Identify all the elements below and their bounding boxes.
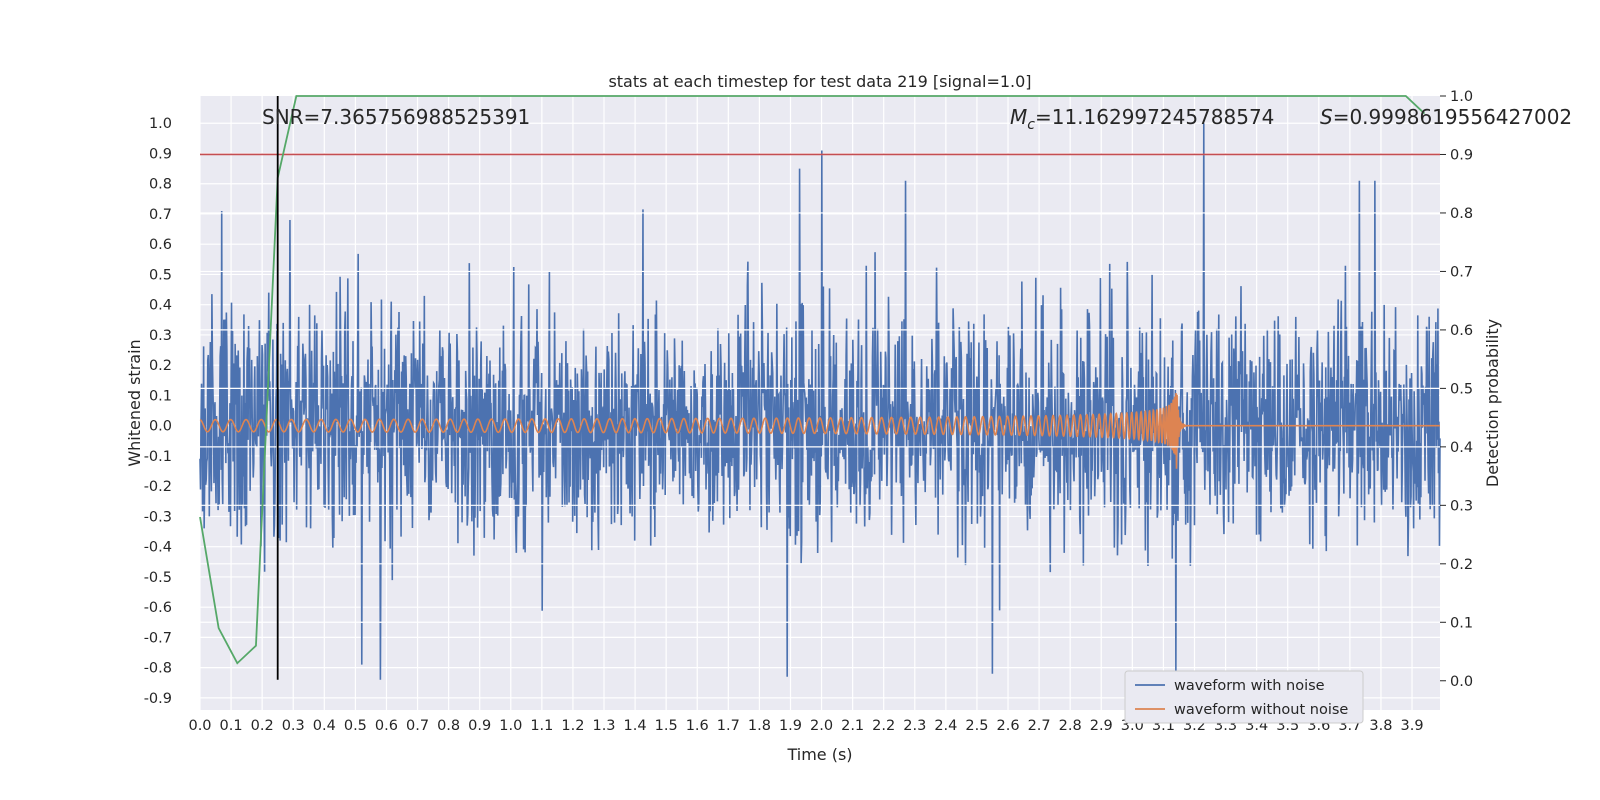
y-tick-labels: 1.0 0.9 0.8 0.7 0.6 0.5 0.4 0.3 0.2 0.1 0.0 -0.1 -0.… (144, 116, 172, 707)
x-tick-label: 0.4 (313, 718, 336, 734)
y-tick-label: -0.7 (144, 630, 172, 646)
legend-label-clean: waveform without noise (1174, 702, 1348, 718)
s-annotation: S=0.9998619556427002 (1320, 105, 1572, 129)
x-tick-label: 2.8 (1059, 718, 1082, 734)
y-tick-label: -0.5 (144, 570, 172, 586)
legend: waveform with noise waveform without noi… (1124, 670, 1364, 724)
x-tick-label: 1.1 (530, 718, 553, 734)
x-tick-label: 1.9 (779, 718, 802, 734)
x-tick-label: 1.5 (655, 718, 678, 734)
x-tick-label: 1.6 (686, 718, 709, 734)
legend-box (1124, 670, 1364, 724)
y-tick-label: 0.7 (149, 207, 172, 223)
y-tick-label: -0.8 (144, 661, 172, 677)
y-tick-label: 0.2 (149, 358, 172, 374)
y-axis-label: Whitened strain (125, 339, 144, 466)
y2-tick-label: 0.5 (1450, 381, 1473, 397)
chirp-trace (199, 393, 1440, 469)
y-tick-label: 0.0 (149, 419, 172, 435)
mc-symbol: M (1010, 105, 1027, 129)
y-tick-label: -0.6 (144, 600, 172, 616)
y-tick-label: -0.4 (144, 540, 172, 556)
y2-tick-labels: 1.0 0.9 0.8 0.7 0.6 0.5 0.4 0.3 0.2 0.1 0.0 (1440, 89, 1473, 690)
y2-tick-label: 0.8 (1450, 206, 1473, 222)
y-tick-label: 0.1 (149, 388, 172, 404)
x-tick-label: 2.5 (965, 718, 988, 734)
x-tick-label: 0.9 (468, 718, 491, 734)
s-value: =0.9998619556427002 (1333, 105, 1572, 129)
x-tick-label: 1.2 (561, 718, 584, 734)
probability-trace (199, 95, 1426, 665)
s-symbol: S (1320, 105, 1333, 129)
y2-tick-label: 1.0 (1450, 89, 1473, 105)
x-tick-label: 2.9 (1090, 718, 1113, 734)
y-tick-label: 0.9 (149, 146, 172, 162)
y-tick-label: 0.5 (149, 267, 172, 283)
x-tick-label: 3.9 (1400, 718, 1423, 734)
x-tick-label: 0.0 (188, 718, 211, 734)
noise-trace (199, 123, 1441, 680)
series-detection-probability (199, 95, 1440, 680)
chart-title: stats at each timestep for test data 219… (608, 72, 1031, 91)
y2-tick-label: 0.3 (1450, 498, 1473, 514)
x-tick-label: 1.4 (624, 718, 647, 734)
x-tick-label: 0.5 (344, 718, 367, 734)
y-tick-label: 0.6 (149, 237, 172, 253)
y-tick-label: -0.9 (144, 691, 172, 707)
x-tick-label: 1.8 (748, 718, 771, 734)
legend-label-noise: waveform with noise (1174, 678, 1325, 694)
series-waveform-without-noise (199, 393, 1440, 469)
x-tick-label: 0.3 (282, 718, 305, 734)
x-tick-label: 2.7 (1028, 718, 1051, 734)
y2-tick-label: 0.2 (1450, 557, 1473, 573)
y2-tick-label: 0.4 (1450, 440, 1473, 456)
x-tick-label: 1.0 (499, 718, 522, 734)
y-tick-label: 0.8 (149, 177, 172, 193)
mc-value: =11.162997245788574 (1035, 105, 1274, 129)
x-tick-label: 2.0 (810, 718, 833, 734)
y-tick-label: -0.2 (144, 479, 172, 495)
x-tick-label: 1.3 (592, 718, 615, 734)
y2-tick-label: 0.1 (1450, 615, 1473, 631)
x-tick-label: 0.2 (251, 718, 274, 734)
y-tick-label: 1.0 (149, 116, 172, 132)
x-tick-label: 3.8 (1369, 718, 1392, 734)
y2-axis-label: Detection probability (1483, 319, 1502, 487)
y-tick-label: 0.4 (149, 298, 172, 314)
y2-tick-label: 0.6 (1450, 323, 1473, 339)
x-tick-label: 0.8 (437, 718, 460, 734)
x-tick-label: 1.7 (717, 718, 740, 734)
y2-tick-label: 0.0 (1450, 674, 1473, 690)
x-tick-label: 2.1 (841, 718, 864, 734)
y2-tick-label: 0.9 (1450, 147, 1473, 163)
x-tick-label: 0.7 (406, 718, 429, 734)
y-tick-label: 0.3 (149, 328, 172, 344)
y-tick-label: -0.3 (144, 509, 172, 525)
y2-tick-label: 0.7 (1450, 264, 1473, 280)
snr-annotation: SNR=7.365756988525391 (262, 105, 530, 129)
x-tick-label: 2.2 (872, 718, 895, 734)
mc-annotation: Mc=11.162997245788574 (1010, 105, 1274, 133)
mc-subscript: c (1027, 117, 1035, 133)
x-tick-label: 0.1 (220, 718, 243, 734)
x-tick-label: 2.3 (903, 718, 926, 734)
x-tick-label: 2.4 (934, 718, 957, 734)
y-tick-label: -0.1 (144, 449, 172, 465)
x-tick-label: 0.6 (375, 718, 398, 734)
x-axis-label: Time (s) (786, 745, 852, 764)
x-tick-label: 2.6 (996, 718, 1019, 734)
series-waveform-with-noise (199, 123, 1441, 680)
